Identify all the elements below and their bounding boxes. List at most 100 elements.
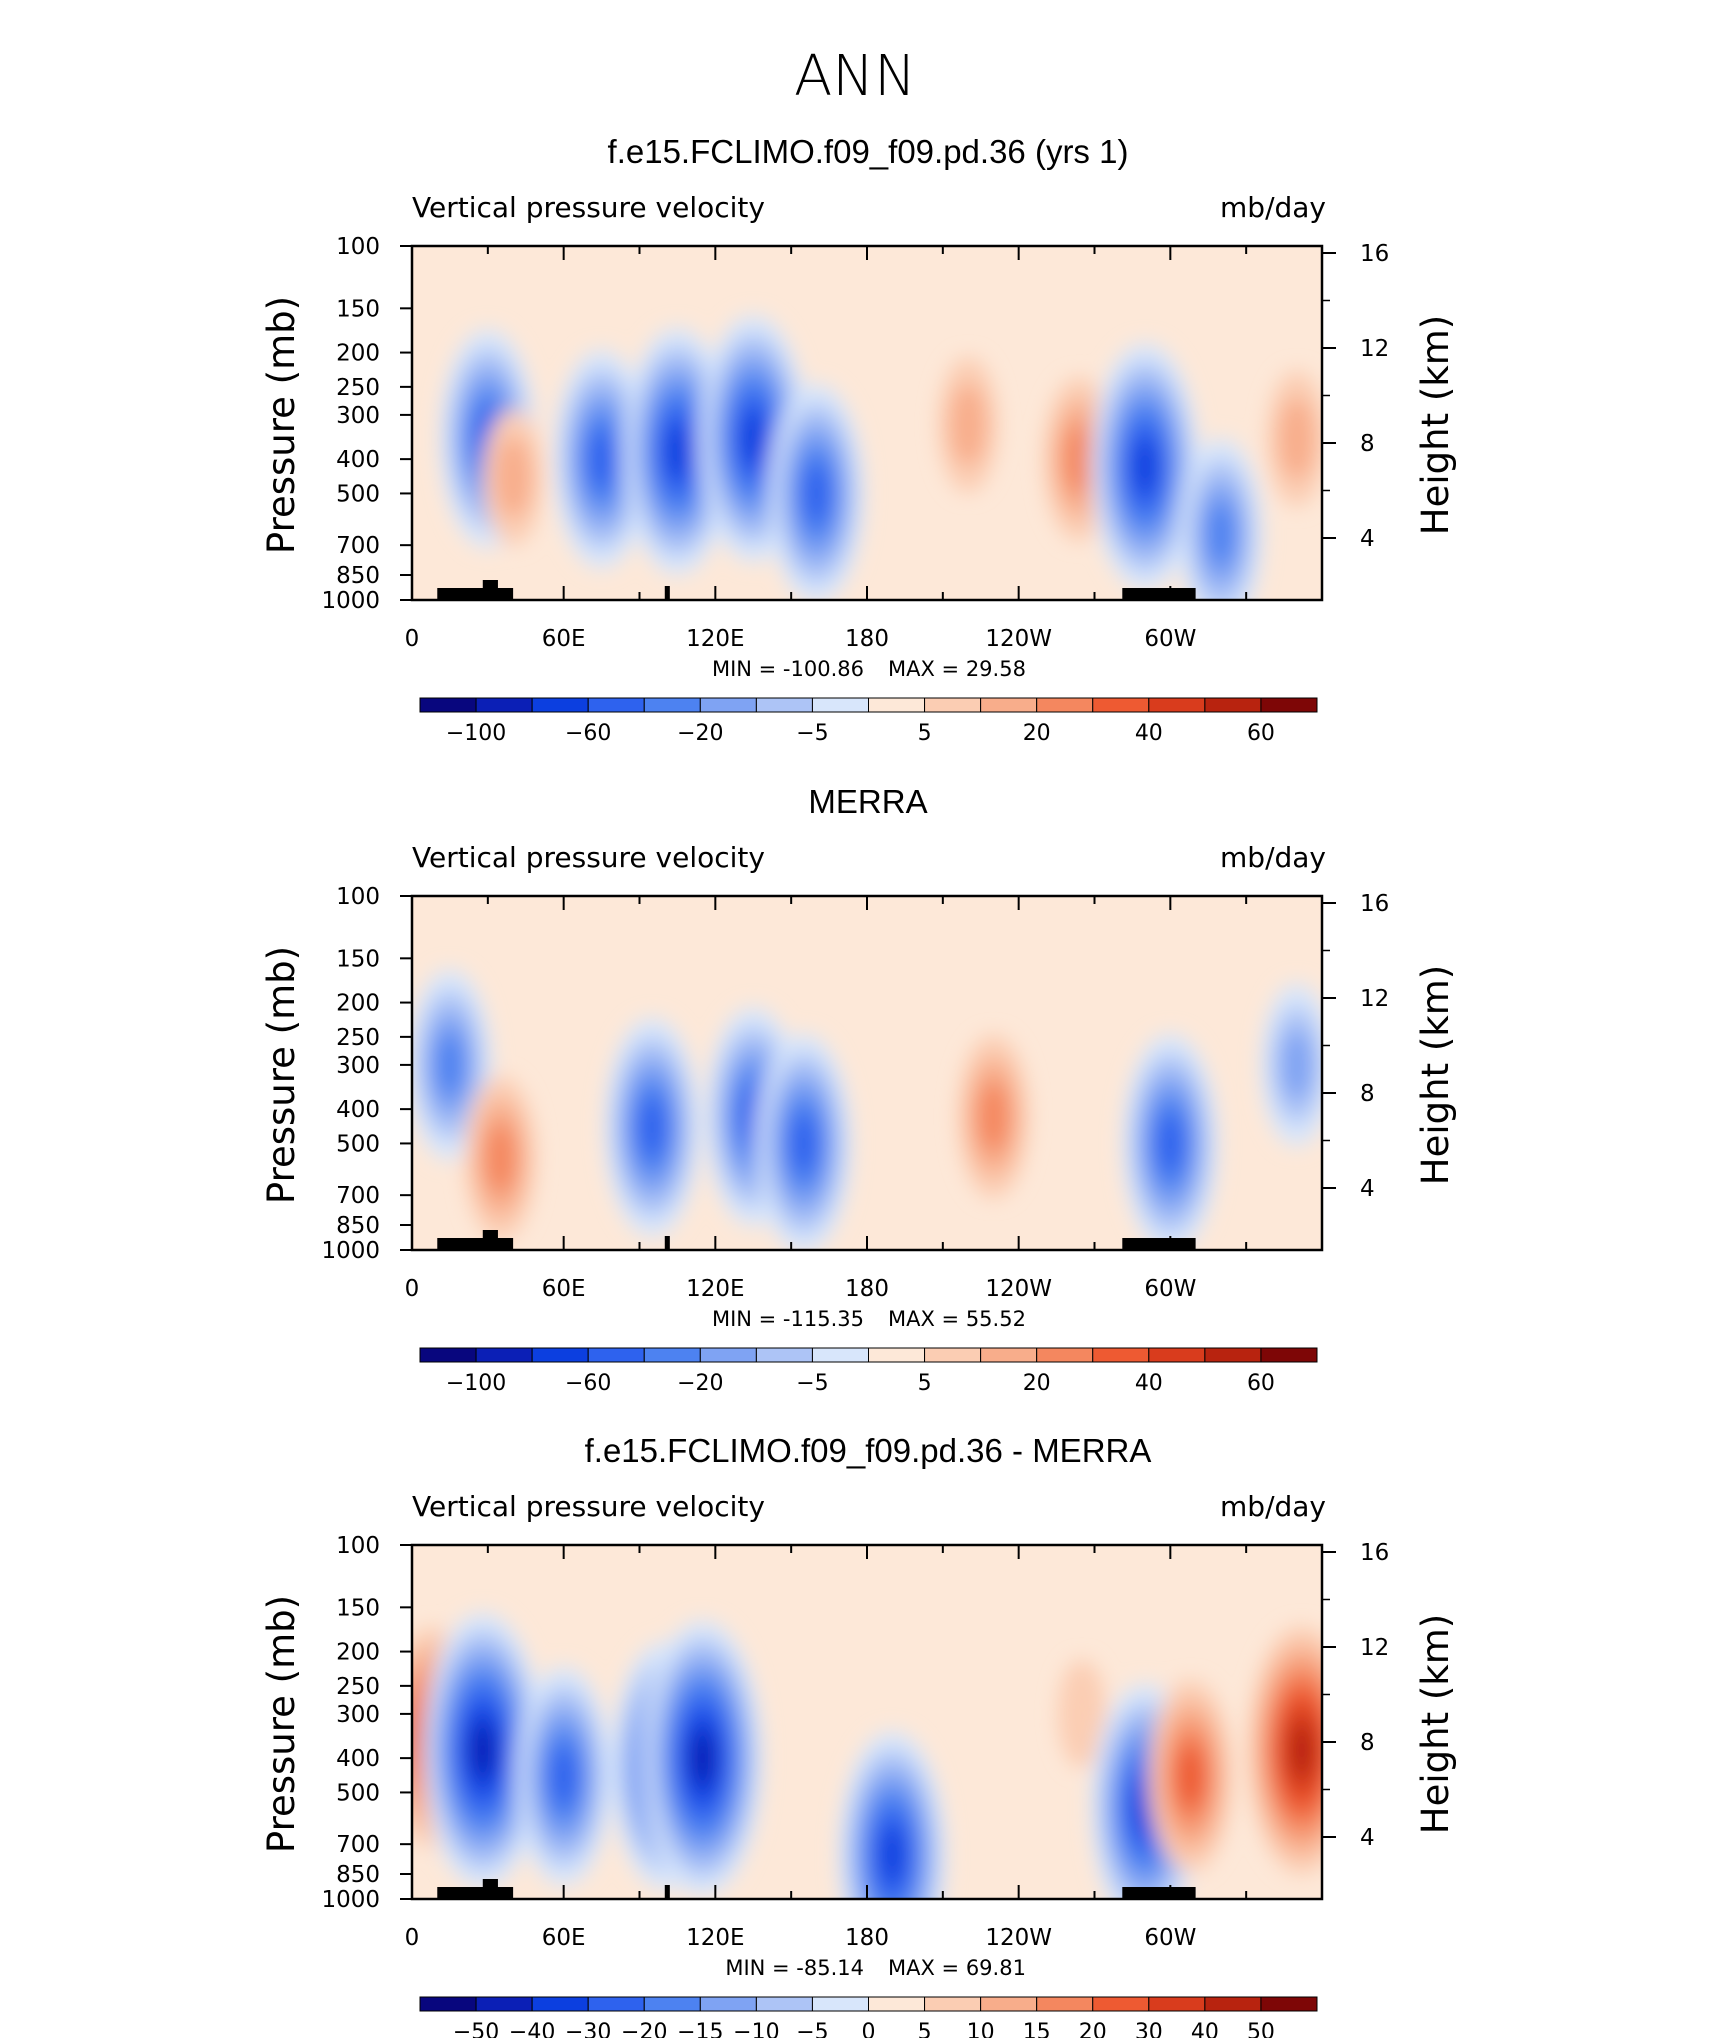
y-tick-label: 1000	[321, 588, 380, 614]
colorbar-label: 15	[1023, 2020, 1051, 2038]
variable-label: Vertical pressure velocity	[412, 841, 765, 874]
colorbar-box	[643, 1996, 701, 2012]
colorbar-label: −60	[565, 1371, 611, 1396]
y-right-axis-title: Height (km)	[1414, 315, 1457, 535]
y-tick-label: 250	[336, 1025, 380, 1051]
colorbar-box	[980, 697, 1038, 713]
y-tick-label: 1000	[321, 1887, 380, 1913]
contour-blob	[664, 422, 690, 480]
y-tick-label: 700	[336, 533, 380, 559]
max-label: MAX = 69.81	[888, 1956, 1026, 1980]
colorbar-box	[1036, 1996, 1094, 2012]
colorbar-box	[1204, 1996, 1262, 2012]
x-tick-label: 120E	[686, 1925, 744, 1951]
y-tick-label: 200	[336, 1640, 380, 1666]
x-tick-label: 120E	[686, 626, 744, 652]
contour-blob	[588, 429, 615, 490]
contour-blob	[639, 1097, 666, 1158]
y-tick-label: 500	[336, 1780, 380, 1806]
height-tick-label: 16	[1360, 241, 1389, 267]
height-tick-label: 16	[1360, 1540, 1389, 1566]
colorbar-box	[699, 1347, 757, 1363]
colorbar-box	[475, 1347, 533, 1363]
y-tick-label: 100	[336, 234, 380, 260]
y-tick-label: 700	[336, 1832, 380, 1858]
colorbar-box	[755, 1996, 813, 2012]
panel-difference: f.e15.FCLIMO.f09_f09.pd.36 - MERRA Vertic…	[260, 1432, 1457, 2038]
y-tick-label: 150	[336, 946, 380, 972]
colorbar-box	[1036, 1347, 1094, 1363]
terrain-mask	[1122, 588, 1196, 600]
y-tick-label: 500	[336, 481, 380, 507]
terrain-mask	[437, 1238, 514, 1250]
panel-merra: MERRA Vertical pressure velocity mb/day 0 60…	[260, 783, 1457, 1396]
terrain-mask	[664, 1236, 670, 1250]
contour-blob	[690, 1730, 715, 1786]
contour-blob	[435, 1032, 464, 1097]
x-tick-label: 180	[845, 1925, 889, 1951]
x-tick-label: 120W	[985, 1276, 1052, 1302]
x-tick-label: 60E	[542, 1276, 586, 1302]
y-tick-label: 850	[336, 1213, 380, 1239]
colorbar-box	[1148, 1347, 1206, 1363]
colorbar-label: −10	[733, 2020, 779, 2038]
colorbar-box	[924, 1347, 982, 1363]
height-tick-label: 8	[1360, 431, 1375, 457]
y-tick-label: 300	[336, 1053, 380, 1079]
colorbar-box	[1036, 697, 1094, 713]
colorbar-box	[980, 1347, 1038, 1363]
colorbar-box	[587, 697, 645, 713]
contour-field	[412, 1545, 1322, 1899]
terrain-mask	[482, 580, 498, 600]
colorbar-box	[419, 1347, 477, 1363]
colorbar-box	[811, 697, 869, 713]
colorbar-box	[1204, 697, 1262, 713]
colorbar-box	[699, 697, 757, 713]
y-tick-label: 150	[336, 1595, 380, 1621]
colorbar-label: −30	[565, 2020, 611, 2038]
colorbar-box	[531, 697, 589, 713]
colorbar-label: −40	[509, 2020, 555, 2038]
contour-blob	[1289, 1721, 1315, 1779]
colorbar-box	[1260, 697, 1318, 713]
colorbar-box	[924, 697, 982, 713]
x-tick-label: 60W	[1144, 1925, 1196, 1951]
y-tick-label: 300	[336, 1702, 380, 1728]
colorbar-label: 20	[1023, 1371, 1051, 1396]
max-label: MAX = 55.52	[888, 1307, 1026, 1331]
terrain-mask	[1122, 1887, 1196, 1899]
y-right-axis-title: Height (km)	[1414, 965, 1457, 1185]
colorbar-label: 5	[918, 2020, 932, 2038]
y-axis-title: Pressure (mb)	[260, 946, 303, 1204]
y-tick-label: 400	[336, 1097, 380, 1123]
terrain-mask	[482, 1230, 498, 1250]
colorbar-label: −20	[677, 721, 723, 746]
y-tick-label: 400	[336, 1746, 380, 1772]
y-tick-label: 850	[336, 563, 380, 589]
x-tick-label: 120W	[985, 1925, 1052, 1951]
y-right-axis-title: Height (km)	[1414, 1614, 1457, 1834]
colorbar-box	[419, 1996, 477, 2012]
contour-blob	[790, 1113, 817, 1174]
contour-blob	[1063, 424, 1095, 495]
figure-title: ANN	[794, 44, 916, 109]
y-tick-label: 700	[336, 1183, 380, 1209]
contour-blob	[1057, 1659, 1106, 1768]
min-label: MIN = -115.35	[712, 1307, 864, 1331]
contour-blob	[550, 1746, 577, 1807]
terrain-mask	[664, 586, 670, 600]
colorbar-box	[755, 1347, 813, 1363]
contour-blob	[803, 463, 830, 524]
colorbar-label: 40	[1135, 721, 1163, 746]
x-tick-label: 60W	[1144, 626, 1196, 652]
colorbar-label: −20	[677, 1371, 723, 1396]
units-label: mb/day	[1220, 1490, 1326, 1523]
colorbar-label: −60	[565, 721, 611, 746]
contour-blob	[740, 410, 766, 468]
height-tick-label: 12	[1360, 336, 1389, 362]
colorbar-label: 50	[1247, 2020, 1275, 2038]
panel-title: f.e15.FCLIMO.f09_f09.pd.36 (yrs 1)	[608, 133, 1129, 170]
colorbar-box	[1260, 1996, 1318, 2012]
x-tick-label: 180	[845, 626, 889, 652]
